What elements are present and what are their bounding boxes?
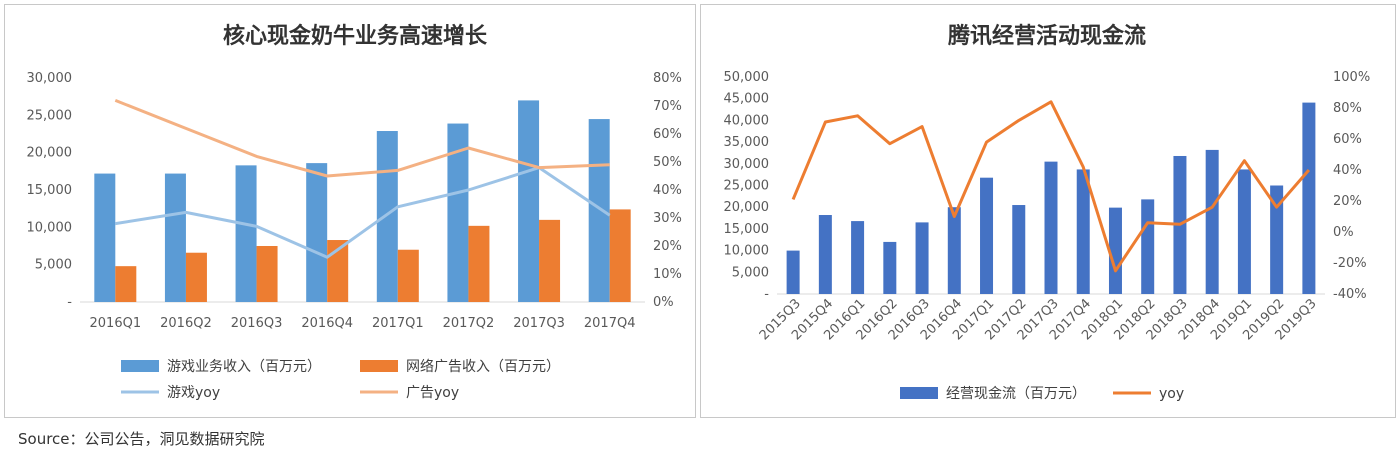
legend-label: 游戏业务收入（百万元） bbox=[167, 359, 321, 375]
right-chart-panel: 腾讯经营活动现金流 - 5,000 10,000 15,000 20,000 25,000 3… bbox=[700, 4, 1396, 418]
series-line-3 bbox=[115, 166, 611, 259]
y2-tick-label: 40% bbox=[653, 183, 682, 198]
bar-1-2016Q3 bbox=[235, 165, 257, 302]
bar-1-2018Q2 bbox=[1141, 199, 1155, 294]
bar-2-2016Q3 bbox=[256, 246, 278, 302]
bar-2-2016Q4 bbox=[327, 240, 349, 302]
left-chart-panel: 核心现金奶牛业务高速增长 - 5,000 10,000 15,000 20,000 25,0… bbox=[4, 4, 696, 418]
y2-tick-label: -40% bbox=[1333, 287, 1367, 302]
bar-1-2015Q3 bbox=[786, 250, 800, 294]
bar-1-2019Q1 bbox=[1237, 169, 1251, 294]
y-tick-label: 30,000 bbox=[27, 71, 73, 86]
y-tick-label: 45,000 bbox=[724, 92, 770, 107]
bar-1-2016Q4 bbox=[306, 163, 328, 302]
x-tick-label: 2017Q1 bbox=[372, 316, 424, 331]
x-tick-label: 2017Q4 bbox=[584, 316, 636, 331]
bar-1-2017Q4 bbox=[1076, 169, 1090, 294]
legend-label: 经营现金流（百万元） bbox=[946, 386, 1086, 402]
x-tick-label: 2016Q1 bbox=[90, 316, 142, 331]
x-tick-label: 2016Q2 bbox=[160, 316, 212, 331]
y-tick-label: - bbox=[67, 295, 72, 310]
bar-1-2017Q4 bbox=[588, 119, 610, 302]
bar-2-2017Q1 bbox=[397, 249, 419, 302]
y2-tick-label: 80% bbox=[1333, 101, 1362, 116]
y2-tick-label: 80% bbox=[653, 71, 682, 86]
chart-title: 核心现金奶牛业务高速增长 bbox=[223, 23, 488, 49]
legend-label: yoy bbox=[1159, 386, 1184, 402]
y-tick-label: 30,000 bbox=[724, 157, 770, 172]
left-chart-svg: 核心现金奶牛业务高速增长 - 5,000 10,000 15,000 20,000 25,0… bbox=[27, 23, 682, 401]
bar-1-2016Q3 bbox=[915, 222, 929, 294]
y2-tick-label: 100% bbox=[1333, 70, 1370, 85]
legend-label: 广告yoy bbox=[406, 385, 459, 401]
right-chart-svg: 腾讯经营活动现金流 - 5,000 10,000 15,000 20,000 25,000 3… bbox=[724, 23, 1371, 402]
legend-swatch bbox=[121, 360, 159, 372]
x-tick-label: 2017Q3 bbox=[513, 316, 565, 331]
y2-tick-label: 0% bbox=[653, 295, 674, 310]
y-tick-label: 25,000 bbox=[27, 108, 73, 123]
bar-1-2017Q1 bbox=[376, 131, 398, 302]
y-tick-label: 10,000 bbox=[27, 220, 73, 235]
y-tick-label: 15,000 bbox=[27, 183, 73, 198]
bar-1-2015Q4 bbox=[818, 215, 832, 294]
bar-1-2019Q2 bbox=[1270, 185, 1284, 294]
bar-2-2017Q3 bbox=[539, 219, 561, 302]
bar-1-2017Q3 bbox=[1044, 161, 1058, 294]
y-tick-label: 25,000 bbox=[724, 179, 770, 194]
y-tick-label: 40,000 bbox=[724, 113, 770, 128]
y-tick-label: 5,000 bbox=[35, 258, 72, 273]
y-tick-label: 50,000 bbox=[724, 70, 770, 85]
y2-tick-label: 20% bbox=[1333, 194, 1362, 209]
bar-1-2017Q3 bbox=[518, 100, 540, 303]
x-tick-label: 2016Q3 bbox=[231, 316, 283, 331]
bar-2-2016Q1 bbox=[115, 266, 137, 302]
y2-tick-label: 10% bbox=[653, 267, 682, 282]
bar-1-2018Q4 bbox=[1205, 149, 1219, 294]
series-line-2 bbox=[791, 100, 1311, 273]
bar-1-2016Q4 bbox=[947, 207, 961, 294]
bar-2-2017Q4 bbox=[609, 209, 631, 302]
legend-label: 游戏yoy bbox=[167, 385, 220, 401]
x-tick-label: 2017Q2 bbox=[443, 316, 495, 331]
y2-tick-label: 0% bbox=[1333, 225, 1354, 240]
y2-tick-label: 20% bbox=[653, 239, 682, 254]
bar-1-2017Q1 bbox=[980, 177, 994, 294]
y2-tick-label: 30% bbox=[653, 211, 682, 226]
bar-1-2018Q1 bbox=[1108, 207, 1122, 294]
bar-1-2016Q2 bbox=[164, 173, 186, 302]
bar-2-2016Q2 bbox=[185, 252, 207, 302]
y2-tick-label: 40% bbox=[1333, 163, 1362, 178]
y-tick-label: - bbox=[764, 287, 769, 302]
y2-tick-label: 50% bbox=[653, 155, 682, 170]
y2-tick-label: -20% bbox=[1333, 256, 1367, 271]
y-tick-label: 20,000 bbox=[27, 146, 73, 161]
bar-1-2016Q1 bbox=[94, 173, 116, 302]
y-tick-label: 35,000 bbox=[724, 135, 770, 150]
bar-1-2016Q1 bbox=[851, 221, 865, 294]
y2-tick-label: 60% bbox=[1333, 132, 1362, 147]
y2-tick-label: 60% bbox=[653, 127, 682, 142]
legend-swatch bbox=[900, 387, 938, 399]
x-tick-label: 2016Q4 bbox=[301, 316, 353, 331]
bar-1-2016Q2 bbox=[883, 241, 897, 294]
bar-2-2017Q2 bbox=[468, 225, 490, 302]
y-tick-label: 20,000 bbox=[724, 200, 770, 215]
y-tick-label: 5,000 bbox=[732, 265, 769, 280]
legend-label: 网络广告收入（百万元） bbox=[406, 359, 560, 375]
chart-title: 腾讯经营活动现金流 bbox=[948, 23, 1146, 49]
y-tick-label: 15,000 bbox=[724, 222, 770, 237]
legend-swatch bbox=[360, 360, 398, 372]
series-line-4 bbox=[114, 99, 610, 178]
bar-1-2017Q2 bbox=[1012, 205, 1026, 294]
y-tick-label: 10,000 bbox=[724, 244, 770, 259]
y2-tick-label: 70% bbox=[653, 99, 682, 114]
bar-1-2017Q2 bbox=[447, 123, 469, 303]
source-note: Source：公司公告，洞见数据研究院 bbox=[18, 430, 265, 448]
bar-1-2019Q3 bbox=[1302, 102, 1316, 294]
